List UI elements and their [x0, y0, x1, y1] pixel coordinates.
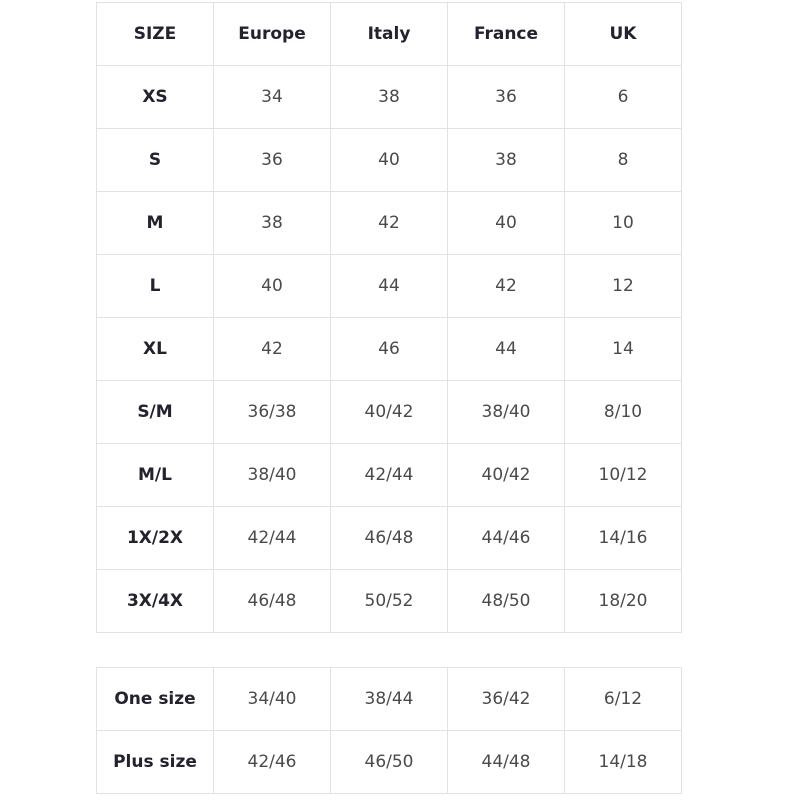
size-value-cell: 38	[330, 65, 448, 129]
size-value-cell: 44	[330, 254, 448, 318]
size-label-cell: 1X/2X	[96, 506, 214, 570]
table-row: M/L 38/40 42/44 40/42 10/12	[96, 443, 682, 507]
size-value-cell: 38/44	[330, 667, 448, 731]
size-value-cell: 14	[564, 317, 682, 381]
size-value-cell: 34/40	[213, 667, 331, 731]
table-row: S 36 40 38 8	[96, 128, 682, 192]
column-header: Italy	[330, 2, 448, 66]
size-value-cell: 46/48	[330, 506, 448, 570]
size-value-cell: 38/40	[447, 380, 565, 444]
size-value-cell: 40	[330, 128, 448, 192]
size-value-cell: 46	[330, 317, 448, 381]
size-value-cell: 44/46	[447, 506, 565, 570]
size-value-cell: 36	[213, 128, 331, 192]
size-label-cell: XL	[96, 317, 214, 381]
table-row: M 38 42 40 10	[96, 191, 682, 255]
size-value-cell: 42/44	[213, 506, 331, 570]
size-value-cell: 6/12	[564, 667, 682, 731]
header-row: SIZE Europe Italy France UK	[96, 2, 682, 66]
size-value-cell: 12	[564, 254, 682, 318]
table-row: 1X/2X 42/44 46/48 44/46 14/16	[96, 506, 682, 570]
size-value-cell: 44/48	[447, 730, 565, 794]
size-label-cell: M/L	[96, 443, 214, 507]
size-value-cell: 40/42	[447, 443, 565, 507]
size-value-cell: 6	[564, 65, 682, 129]
size-value-cell: 38	[213, 191, 331, 255]
size-value-cell: 46/48	[213, 569, 331, 633]
size-value-cell: 42	[330, 191, 448, 255]
size-value-cell: 38	[447, 128, 565, 192]
size-value-cell: 40/42	[330, 380, 448, 444]
column-header: France	[447, 2, 565, 66]
size-label-cell: Plus size	[96, 730, 214, 794]
size-value-cell: 48/50	[447, 569, 565, 633]
size-value-cell: 36/38	[213, 380, 331, 444]
size-value-cell: 10	[564, 191, 682, 255]
column-header: SIZE	[96, 2, 214, 66]
size-value-cell: 36/42	[447, 667, 565, 731]
size-value-cell: 42	[447, 254, 565, 318]
size-value-cell: 46/50	[330, 730, 448, 794]
size-value-cell: 38/40	[213, 443, 331, 507]
table-row: XL 42 46 44 14	[96, 317, 682, 381]
table-row: 3X/4X 46/48 50/52 48/50 18/20	[96, 569, 682, 633]
table-row: L 40 44 42 12	[96, 254, 682, 318]
size-chart-table: SIZE Europe Italy France UK XS 34 38 36 6 S 36 40 38…	[96, 2, 682, 633]
size-value-cell: 10/12	[564, 443, 682, 507]
size-label-cell: L	[96, 254, 214, 318]
column-header: Europe	[213, 2, 331, 66]
size-value-cell: 8/10	[564, 380, 682, 444]
size-label-cell: 3X/4X	[96, 569, 214, 633]
size-label-cell: S	[96, 128, 214, 192]
size-value-cell: 50/52	[330, 569, 448, 633]
size-value-cell: 42	[213, 317, 331, 381]
table-row: XS 34 38 36 6	[96, 65, 682, 129]
column-header: UK	[564, 2, 682, 66]
table-row: One size 34/40 38/44 36/42 6/12	[96, 667, 682, 731]
size-label-cell: S/M	[96, 380, 214, 444]
size-value-cell: 34	[213, 65, 331, 129]
size-value-cell: 44	[447, 317, 565, 381]
size-label-cell: XS	[96, 65, 214, 129]
size-value-cell: 8	[564, 128, 682, 192]
size-value-cell: 42/44	[330, 443, 448, 507]
size-value-cell: 14/16	[564, 506, 682, 570]
size-label-cell: M	[96, 191, 214, 255]
size-value-cell: 14/18	[564, 730, 682, 794]
size-value-cell: 40	[213, 254, 331, 318]
size-value-cell: 36	[447, 65, 565, 129]
size-value-cell: 42/46	[213, 730, 331, 794]
table-row: Plus size 42/46 46/50 44/48 14/18	[96, 730, 682, 794]
table-row: S/M 36/38 40/42 38/40 8/10	[96, 380, 682, 444]
special-sizes-table: One size 34/40 38/44 36/42 6/12 Plus size 42/4…	[96, 667, 682, 794]
size-value-cell: 18/20	[564, 569, 682, 633]
size-value-cell: 40	[447, 191, 565, 255]
size-label-cell: One size	[96, 667, 214, 731]
